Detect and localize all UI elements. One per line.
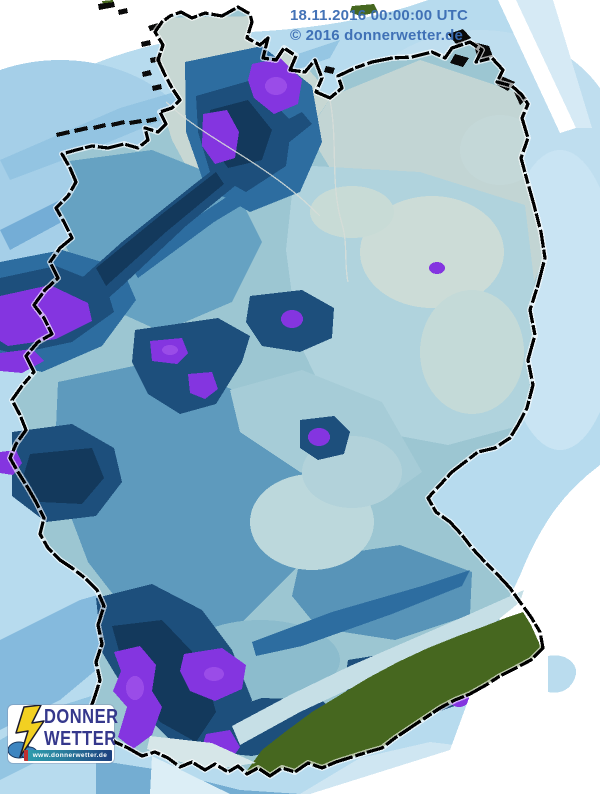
logo: DONNER WETTER www.donnerwetter.de [8,705,118,763]
map-copyright: © 2016 donnerwetter.de [290,27,464,44]
logo-title: DONNER WETTER [44,705,119,750]
coverage-blob [548,655,577,693]
logo-bar-red-stripe [24,750,28,761]
lake-constance [147,736,256,769]
map-header: 18.11.2016 00:00:00 UTC © 2016 donnerwet… [290,6,468,46]
map-timestamp: 18.11.2016 00:00:00 UTC [290,7,469,24]
state-borders [165,99,349,283]
alps-dry-area [102,0,543,776]
logo-website-url[interactable]: www.donnerwetter.de [32,752,108,759]
logo-title-line1: DONNER [44,705,119,728]
logo-website-bar[interactable]: www.donnerwetter.de [24,750,112,761]
pre-alpine-pale-band [232,590,524,745]
austria-no-coverage-mask [310,470,600,794]
logo-title-line2: WETTER [44,727,117,750]
